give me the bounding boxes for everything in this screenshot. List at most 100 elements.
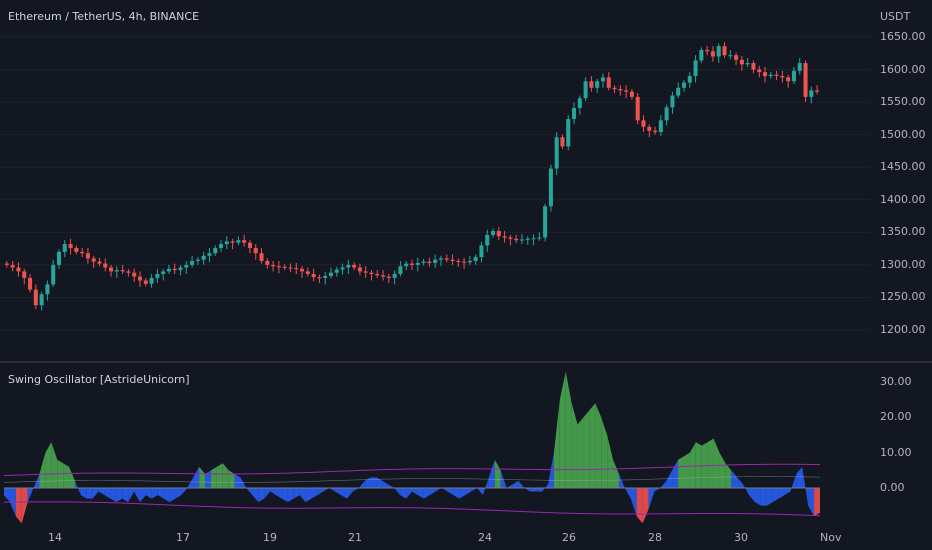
oscillator-signal-line [3, 476, 821, 483]
oscillator-area-segment [417, 488, 424, 499]
candle-body [681, 82, 687, 88]
candle-body [363, 271, 368, 273]
indicator-title: Swing Oscillator [AstrideUnicorn] [8, 373, 190, 386]
candle-body [589, 81, 594, 88]
candle-body [213, 247, 218, 254]
candle-body [305, 271, 310, 275]
price-axis-tick-label: 1350.00 [880, 225, 926, 239]
oscillator-area-segment [548, 452, 554, 488]
oscillator-area-segment [335, 488, 342, 496]
candle-body [548, 168, 553, 207]
oscillator-area-segment [684, 452, 690, 488]
oscillator-area-segment [317, 488, 324, 496]
price-axis-tick-label: 1450.00 [880, 160, 926, 174]
candle-body [710, 51, 715, 57]
candle-body [641, 120, 646, 127]
oscillator-area-segment [412, 488, 418, 496]
oscillator-area-segment [506, 484, 513, 488]
candle-body [4, 263, 9, 265]
oscillator-area-segment [234, 473, 241, 488]
oscillator-axis-tick-label: 30.00 [880, 375, 912, 388]
oscillator-area-segment [707, 438, 714, 488]
oscillator-area-segment [45, 442, 52, 488]
candle-body [195, 259, 200, 261]
candle-body [450, 259, 455, 261]
price-axis-tick-label: 1400.00 [880, 192, 926, 206]
candle-body [317, 277, 322, 279]
price-axis-tick-label: 1250.00 [880, 290, 926, 304]
oscillator-area-segment [364, 477, 371, 488]
candle-body [508, 237, 513, 239]
candle-body [473, 257, 478, 261]
candle-body [699, 50, 704, 61]
oscillator-area-segment [796, 466, 803, 488]
candle-body [404, 263, 409, 267]
oscillator-area-segment [571, 403, 578, 488]
candle-body [28, 277, 33, 290]
candle-body [803, 63, 808, 97]
candle-body [328, 272, 334, 276]
candle-body [201, 255, 206, 260]
candle-body [433, 259, 438, 263]
oscillator-area-segment [642, 488, 649, 524]
candle-body [155, 274, 160, 278]
candle-body [496, 231, 501, 237]
oscillator-area-segment [205, 470, 211, 488]
oscillator-area-segment [394, 488, 401, 496]
candle-body [583, 81, 588, 99]
oscillator-area-segment [636, 488, 643, 524]
time-axis-tick-label: 21 [348, 531, 362, 544]
candle-body [230, 241, 235, 243]
candle-body [357, 267, 362, 272]
price-candles[interactable] [4, 42, 820, 311]
candle-body [51, 264, 56, 285]
oscillator-axis-tick-label: 20.00 [880, 410, 912, 424]
oscillator-area-segment [613, 459, 619, 488]
oscillator-area-segment [530, 488, 537, 492]
oscillator-area-segment [660, 480, 667, 488]
oscillator-area-segment [293, 488, 300, 499]
candle-body [415, 262, 420, 265]
oscillator-area-segment [281, 488, 288, 503]
candle-body [39, 294, 44, 306]
oscillator-area-segment [423, 488, 430, 499]
chart-title: Ethereum / TetherUS, 4h, BINANCE [8, 10, 200, 23]
oscillator-area-segment [689, 442, 696, 488]
oscillator-area-segment [69, 466, 75, 488]
oscillator-axis-tick-label: 10.00 [880, 445, 912, 459]
oscillator-area-segment [601, 417, 608, 488]
candle-body [33, 289, 38, 306]
candle-body [271, 264, 276, 267]
candle-body [45, 284, 50, 295]
candle-body [705, 50, 710, 52]
oscillator-area-segment [169, 488, 176, 503]
candle-body [80, 251, 85, 254]
oscillator-area-segment [565, 371, 572, 488]
candle-body [653, 130, 658, 133]
price-axis-tick-label: 1200.00 [880, 323, 926, 336]
oscillator-area-segment [512, 480, 519, 488]
candle-body [751, 63, 756, 70]
candle-body [537, 237, 542, 239]
oscillator-area-segment [518, 480, 525, 488]
oscillator-area-segment [352, 488, 359, 492]
candle-body [22, 271, 27, 278]
candle-body [595, 81, 600, 88]
candle-body [10, 264, 15, 268]
oscillator-area-segment [305, 488, 312, 503]
oscillator-area-segment [341, 488, 347, 499]
price-grid [0, 36, 870, 331]
candle-body [612, 87, 617, 90]
candle-body [809, 90, 814, 97]
oscillator-area-segment [199, 466, 206, 488]
candle-body [294, 268, 299, 270]
oscillator-area-segment [459, 488, 466, 499]
candle-body [166, 268, 171, 272]
candle-body [323, 275, 328, 278]
oscillator-area-segment [737, 477, 744, 488]
candle-body [693, 60, 698, 77]
candle-body [774, 74, 779, 77]
oscillator-pane[interactable] [3, 371, 821, 524]
oscillator-area-segment [435, 488, 442, 492]
